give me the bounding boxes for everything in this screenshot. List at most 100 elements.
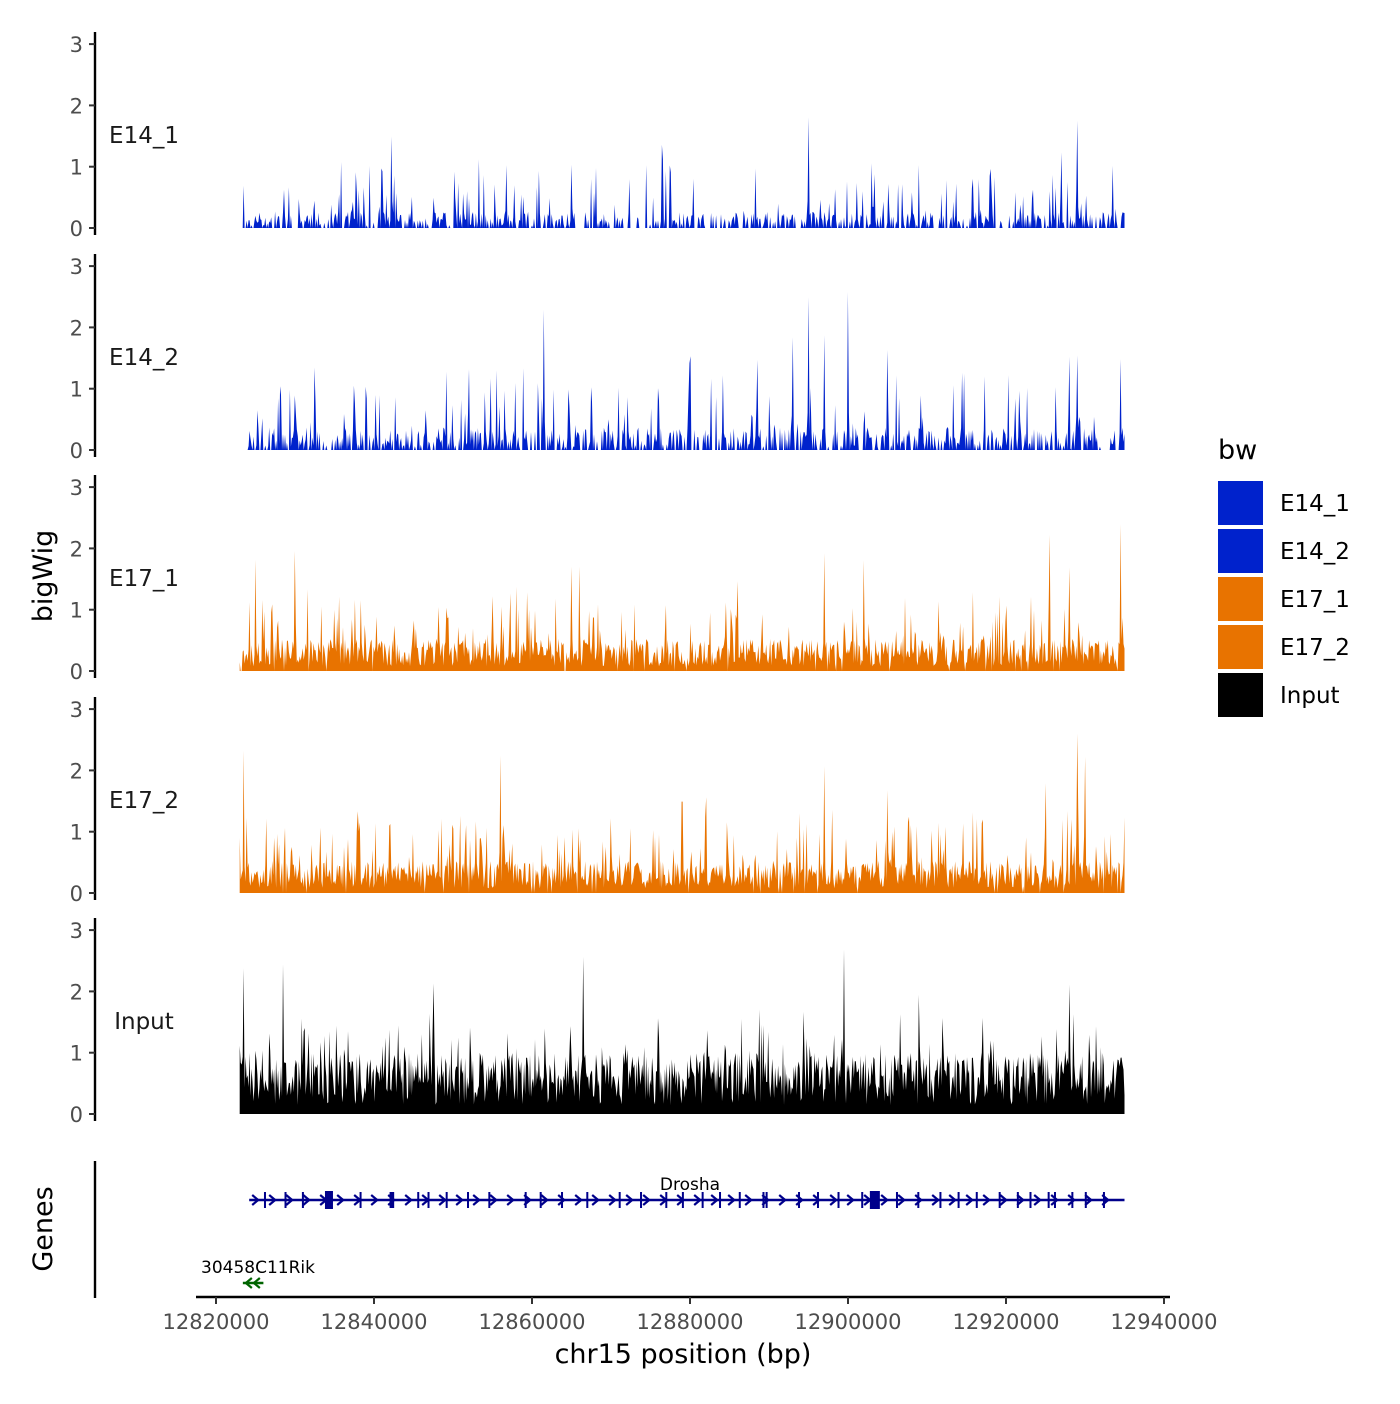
genes-axis-title: Genes [28,1186,59,1271]
strand-arrow [285,1194,294,1206]
track-label: E17_1 [109,566,179,592]
strand-arrow [336,1194,345,1206]
exon [1084,1192,1087,1208]
strand-arrow [914,1194,923,1206]
exon [539,1192,542,1208]
exon [427,1192,430,1208]
exon [1071,1192,1074,1208]
area-E17_2 [239,733,1125,893]
gene-track: Drosha 30458C11Rik [93,1161,1125,1298]
x-tick-label: 12820000 [163,1310,270,1334]
strand-arrow [948,1194,957,1206]
strand-arrow [1067,1194,1076,1206]
strand-arrow [812,1194,821,1206]
legend-key-E17_2 [1218,625,1263,669]
track-label: E14_2 [109,345,179,371]
strand-arrow [540,1194,549,1206]
strand-arrow [897,1194,906,1206]
exon [939,1192,942,1208]
x-axis-title: chr15 position (bp) [555,1339,812,1370]
strand-arrow [506,1194,515,1206]
gene-label: 30458C11Rik [201,1258,315,1278]
track-E17_2: 0 1 2 3 E17_2 [70,697,1125,906]
bigwig-tracks: 0 1 2 3 E14_1 0 1 2 3 E14_2 0 1 2 3 E17_1 0 1 2 3 E17_2 0 1 2 3… [70,32,1125,1127]
strand-arrow [931,1194,940,1206]
legend-key-Input [1218,673,1263,717]
strand-arrow [880,1194,889,1206]
y-tick-label: 0 [70,217,83,241]
legend-label: E14_2 [1280,539,1350,565]
exon [586,1192,589,1208]
strand-arrow [438,1194,447,1206]
x-tick-label: 12860000 [479,1310,586,1334]
y-tick-label: 2 [70,316,83,340]
strand-arrow [268,1194,277,1206]
track-label: E14_1 [109,123,179,149]
legend-label: E17_1 [1280,587,1350,613]
legend-label: Input [1280,683,1340,709]
exon [917,1192,920,1208]
x-tick-label: 12940000 [1111,1310,1218,1334]
strand-arrow [455,1194,464,1206]
strand-arrow [710,1194,719,1206]
y-tick-label: 3 [70,919,83,943]
strand-arrow [1033,1194,1042,1206]
y-tick-label: 2 [70,94,83,118]
strand-arrow [829,1194,838,1206]
exon [765,1192,768,1208]
strand-arrow [557,1194,566,1206]
gene-30458C11Rik: 30458C11Rik [201,1258,315,1289]
legend-key-E14_2 [1218,529,1263,573]
strand-arrow [244,1277,253,1289]
legend-label: E17_2 [1280,635,1350,661]
x-tick-label: 12840000 [321,1310,428,1334]
exon [957,1192,960,1208]
exon [738,1192,741,1208]
x-axis: 12820000 12840000 12860000 12880000 12900000… [163,1295,1218,1334]
legend-title: bw [1218,435,1257,466]
exon [816,1192,819,1208]
track-E17_1: 0 1 2 3 E17_1 [70,475,1125,684]
track-Input: 0 1 2 3 Input [70,918,1125,1127]
exon [895,1192,898,1208]
strand-arrow [1050,1194,1059,1206]
area-E14_2 [239,291,1125,450]
track-label: Input [114,1009,174,1035]
strand-arrow [846,1194,855,1206]
strand-arrow [744,1194,753,1206]
strand-arrow [251,1194,260,1206]
exon [1016,1192,1019,1208]
strand-arrow [608,1194,617,1206]
strand-arrow [982,1194,991,1206]
track-E14_1: 0 1 2 3 E14_1 [70,32,1125,241]
track-E14_2: 0 1 2 3 E14_2 [70,254,1125,463]
exon [284,1192,287,1208]
y-axis-title: bigWig [28,530,59,623]
gene-label: Drosha [660,1175,720,1195]
x-tick-label: 12920000 [953,1310,1060,1334]
y-tick-label: 2 [70,537,83,561]
strand-arrow [625,1194,634,1206]
exon [417,1192,420,1208]
gene-Drosha: Drosha [249,1175,1125,1209]
exon [1053,1192,1056,1208]
exon [665,1192,668,1208]
area-Input [239,949,1125,1114]
exon [975,1192,978,1208]
y-tick-label: 0 [70,439,83,463]
exon [640,1192,643,1208]
strand-arrow [999,1194,1008,1206]
exon [1047,1192,1050,1208]
legend-key-E14_1 [1218,481,1263,525]
y-tick-label: 1 [70,156,83,180]
exon [681,1192,684,1208]
strand-arrow [404,1194,413,1206]
strand-arrow [642,1194,651,1206]
y-tick-label: 1 [70,378,83,402]
exon [998,1192,1001,1208]
y-tick-label: 1 [70,821,83,845]
y-tick-label: 0 [70,882,83,906]
exon [467,1192,470,1208]
